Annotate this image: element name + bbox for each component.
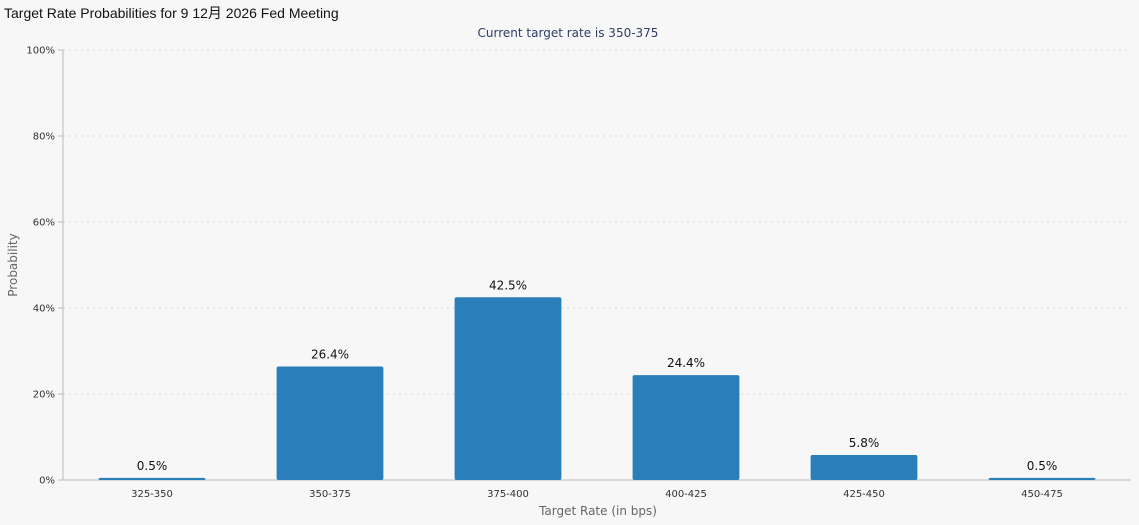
axes: 0% 20% 40% 60% 80% 100% 325-350 350-375 375-400 4… <box>26 46 1131 500</box>
bar <box>632 375 740 480</box>
x-tick-label: 450-475 <box>1021 489 1063 500</box>
bar-data-label: 26.4% <box>311 347 349 361</box>
x-tick-label: 400-425 <box>665 489 707 500</box>
data-labels: 0.5% 26.4% 42.5% 24.4% 5.8% 0.5% <box>137 278 1058 473</box>
bar <box>810 455 918 480</box>
bar-data-label: 5.8% <box>849 436 880 450</box>
x-tick-label: 325-350 <box>131 489 173 500</box>
bar-data-label: 42.5% <box>489 278 527 292</box>
y-tick-label: 20% <box>33 390 55 401</box>
bar <box>454 297 562 480</box>
bars <box>98 297 1096 480</box>
y-tick-label: 100% <box>26 46 55 57</box>
y-tick-label: 60% <box>33 218 55 229</box>
y-axis-title: Probability <box>6 233 20 296</box>
x-tick-label: 375-400 <box>487 489 529 500</box>
bar <box>98 477 206 480</box>
y-tick-label: 0% <box>39 476 55 487</box>
chart-subtitle: Current target rate is 350-375 <box>478 26 659 40</box>
y-tick-label: 80% <box>33 132 55 143</box>
gridlines <box>63 49 1131 395</box>
bar-data-label: 0.5% <box>137 459 168 473</box>
bar-data-label: 0.5% <box>1027 459 1058 473</box>
x-tick-label: 425-450 <box>843 489 885 500</box>
chart-title: Target Rate Probabilities for 9 12月 2026… <box>4 5 339 21</box>
bar-data-label: 24.4% <box>667 356 705 370</box>
bar <box>276 366 384 480</box>
x-tick-label: 350-375 <box>309 489 351 500</box>
y-tick-label: 40% <box>33 304 55 315</box>
bar <box>988 477 1096 480</box>
x-axis-title: Target Rate (in bps) <box>538 504 657 518</box>
